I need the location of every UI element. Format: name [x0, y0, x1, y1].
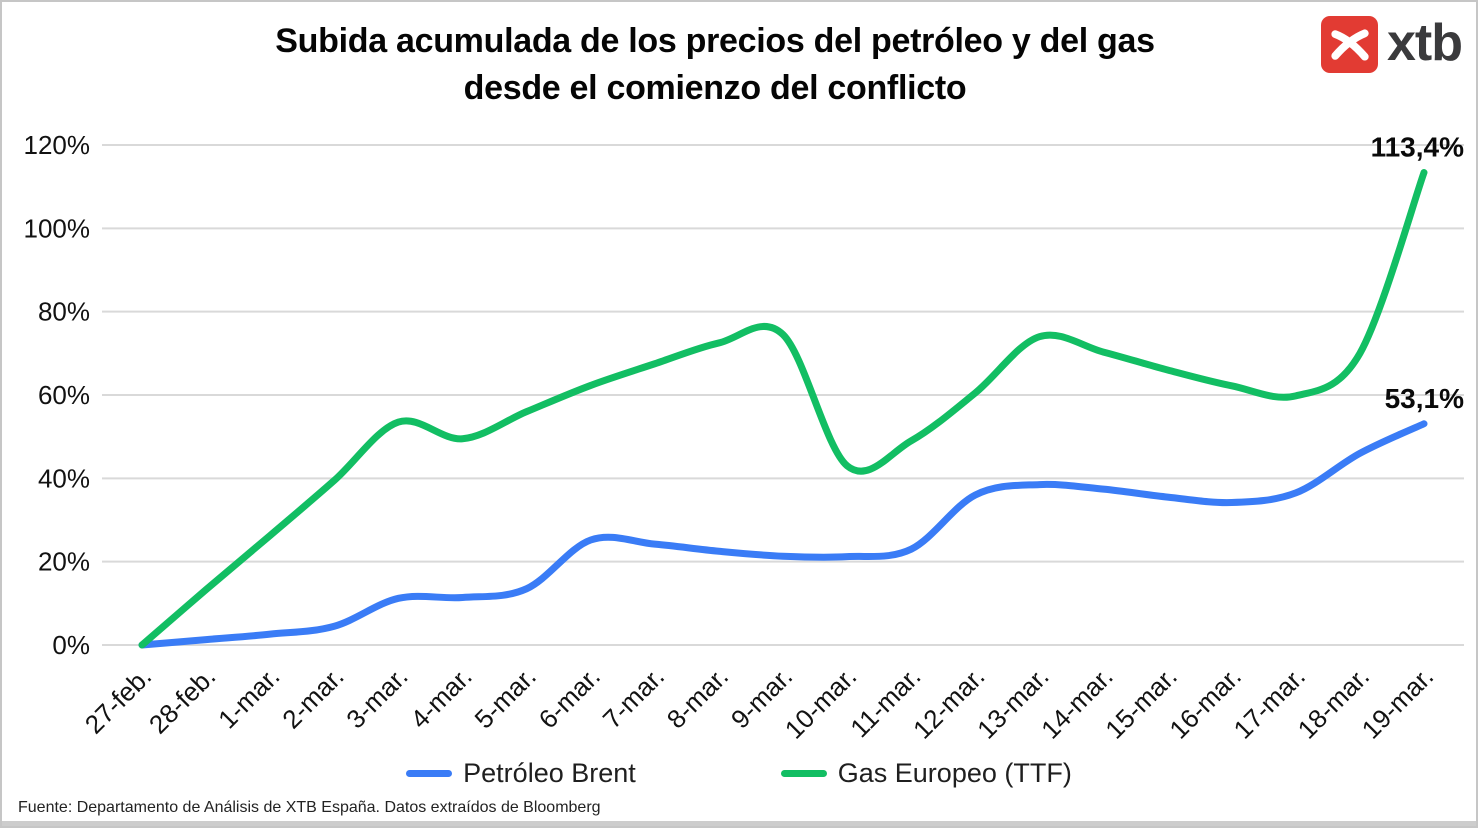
- x-tick-label: 4-mar.: [404, 661, 477, 734]
- end-value-label: 113,4%: [1371, 132, 1465, 163]
- x-tick-label: 2-mar.: [276, 661, 349, 734]
- end-value-label: 53,1%: [1385, 383, 1464, 414]
- series-line-gas-europeo-ttf-: [138, 169, 1428, 649]
- x-tick-label: 27-feb.: [79, 661, 157, 739]
- xtb-logo-text: xtb: [1387, 13, 1463, 72]
- x-tick-label: 13-mar.: [971, 661, 1055, 745]
- x-tick-label: 18-mar.: [1292, 661, 1376, 745]
- legend-item-gas-europeo-ttf-: Gas Europeo (TTF): [780, 758, 1072, 789]
- y-tick-label: 0%: [52, 630, 90, 660]
- legend-swatch: [406, 770, 453, 777]
- chart-title-line2: desde el comienzo del conflicto: [463, 68, 967, 107]
- x-tick-label: 3-mar.: [340, 661, 413, 734]
- xtb-logo-icon: [1321, 16, 1378, 73]
- x-tick-label: 28-feb.: [143, 661, 221, 739]
- series-line-petr-leo-brent: [138, 420, 1428, 649]
- x-tick-label: 16-mar.: [1163, 661, 1247, 745]
- x-tick-label: 5-mar.: [469, 661, 542, 734]
- y-tick-label: 60%: [38, 380, 90, 410]
- bottom-strip: [2, 821, 1476, 826]
- x-tick-label: 8-mar.: [661, 661, 734, 734]
- xtb-logo: xtb: [1321, 13, 1463, 73]
- x-tick-label: 7-mar.: [597, 661, 670, 734]
- x-tick-label: 12-mar.: [907, 661, 991, 745]
- chart-legend: Petróleo Brent Gas Europeo (TTF): [2, 758, 1476, 789]
- y-tick-label: 120%: [24, 130, 91, 160]
- x-tick-label: 17-mar.: [1227, 661, 1311, 745]
- source-note: Fuente: Departamento de Análisis de XTB …: [18, 799, 601, 816]
- xtb-x-glyph: [1330, 28, 1369, 61]
- legend-label: Petróleo Brent: [463, 758, 636, 788]
- legend-swatch: [780, 770, 827, 777]
- x-tick-label: 6-mar.: [533, 661, 606, 734]
- legend-item-petr-leo-brent: Petróleo Brent: [406, 758, 636, 789]
- y-tick-label: 100%: [24, 213, 91, 243]
- x-tick-label: 15-mar.: [1099, 661, 1183, 745]
- y-tick-label: 20%: [38, 547, 90, 577]
- x-tick-label: 19-mar.: [1356, 661, 1440, 745]
- y-tick-label: 80%: [38, 297, 90, 327]
- x-tick-label: 1-mar.: [212, 661, 285, 734]
- x-tick-label: 10-mar.: [779, 661, 863, 745]
- chart-title: Subida acumulada de los precios del petr…: [2, 18, 1428, 112]
- chart-title-line1: Subida acumulada de los precios del petr…: [275, 22, 1155, 60]
- x-tick-label: 14-mar.: [1035, 661, 1119, 745]
- legend-label: Gas Europeo (TTF): [837, 758, 1072, 788]
- y-tick-label: 40%: [38, 463, 90, 493]
